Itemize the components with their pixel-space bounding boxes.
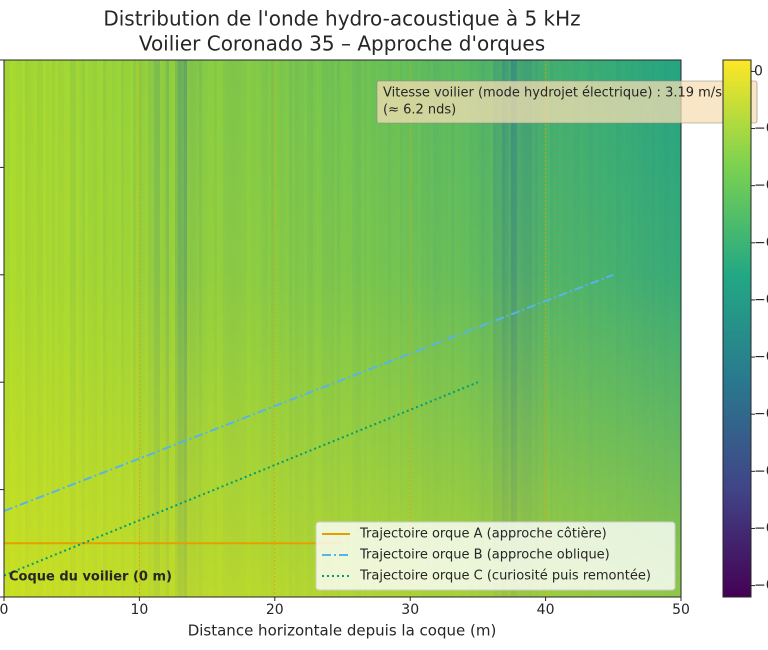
- colorbar-tick-label: −0.4: [754, 292, 768, 308]
- series-line: [4, 381, 479, 577]
- x-tick-label: 10: [130, 602, 148, 618]
- x-tick-label: 40: [537, 602, 555, 618]
- colorbar: [722, 59, 752, 598]
- annotation-text: Vitesse voilier (mode hydrojet électriqu…: [383, 86, 722, 101]
- colorbar-tick-label: −0.2: [754, 178, 768, 194]
- legend-box: [315, 521, 676, 591]
- colorbar-tick-label: −0.1: [754, 121, 768, 137]
- colorbar-tick-label: −0.9: [754, 578, 768, 594]
- colorbar-tick-label: 0: [754, 63, 763, 79]
- overlay: 0 10 20 30 40 50 Vitesse voilier (mode hydroje…: [0, 59, 768, 618]
- x-axis-label: Distance horizontale depuis la coque (m): [188, 622, 497, 640]
- x-tick-label: 0: [0, 602, 8, 618]
- colorbar-tick-label: −0.8: [754, 520, 768, 536]
- annotation-text: (≈ 6.2 nds): [383, 103, 456, 118]
- colorbar-tick-label: −0.7: [754, 463, 768, 479]
- annotation-box: [376, 80, 758, 124]
- chart-subtitle: Voilier Coronado 35 – Approche d'orques: [139, 32, 545, 56]
- series-line: [4, 273, 614, 513]
- axes-frame: [3, 59, 682, 598]
- legend-label: Trajectoire orque A (approche côtière): [359, 527, 607, 542]
- x-tick-label: 30: [401, 602, 419, 618]
- legend-label: Trajectoire orque B (approche oblique): [359, 548, 610, 563]
- x-tick-label: 20: [266, 602, 284, 618]
- heat-shade: [4, 60, 681, 597]
- annotation-text: Coque du voilier (0 m): [9, 570, 172, 585]
- heatmap: [4, 60, 681, 597]
- colorbar-tick-label: −0.5: [754, 349, 768, 365]
- colorbar-tick-label: −0.3: [754, 235, 768, 251]
- x-tick-label: 50: [672, 602, 690, 618]
- plot-area: [4, 60, 614, 597]
- legend-label: Trajectoire orque C (curiosité puis remo…: [359, 569, 651, 584]
- chart-title: Distribution de l'onde hydro-acoustique …: [103, 7, 580, 31]
- colorbar-tick-label: −0.6: [754, 406, 768, 422]
